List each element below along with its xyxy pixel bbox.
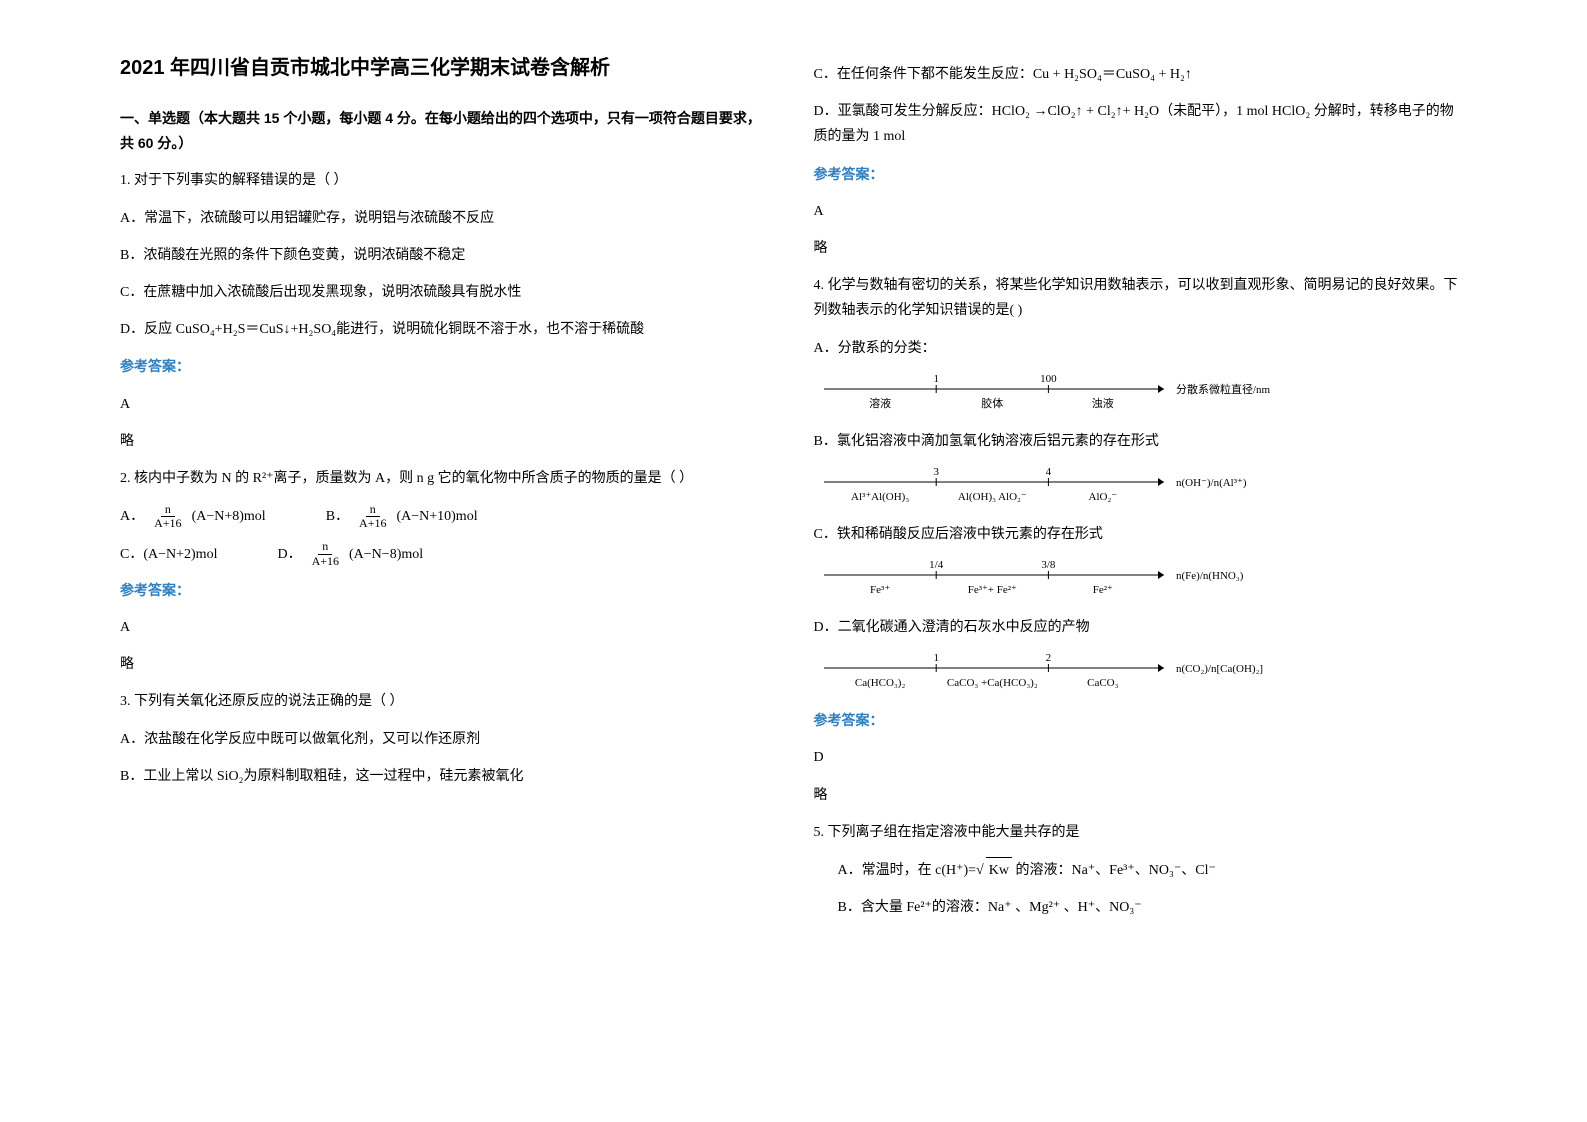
q1-stem: 1. 对于下列事实的解释错误的是（ ） bbox=[120, 168, 774, 193]
q2-answer: A bbox=[120, 615, 774, 640]
q1-optB: B．浓硝酸在光照的条件下颜色变黄，说明浓硝酸不稳定 bbox=[120, 243, 774, 268]
q1-optC: C．在蔗糖中加入浓硫酸后出现发黑现象，说明浓硫酸具有脱水性 bbox=[120, 280, 774, 305]
frac-num: n bbox=[161, 503, 175, 517]
q2-row2: C．(A−N+2)mol D． n A+16 (A−N−8)mol bbox=[120, 540, 774, 567]
q4-axisB: 3 4 Al³⁺Al(OH)₃ Al(OH)₃ AlO₂⁻ AlO₂⁻ n(OH⁻)/n(… bbox=[814, 466, 1334, 510]
q4-answer-label: 参考答案： bbox=[814, 708, 1468, 733]
q2-optB-tail: (A−N+10)mol bbox=[396, 504, 477, 529]
right-column: C．在任何条件下都不能发生反应：Cu + H₂SO₄＝CuSO₄ + H₂↑ D… bbox=[794, 50, 1488, 1072]
svg-text:4: 4 bbox=[1045, 466, 1051, 478]
svg-text:100: 100 bbox=[1040, 373, 1057, 385]
svg-text:CaCO₃ +Ca(HCO₃)₂: CaCO₃ +Ca(HCO₃)₂ bbox=[946, 677, 1037, 689]
q5-optA: A．常温时，在 c(H⁺)=√Kw 的溶液：Na⁺、Fe³⁺、NO₃⁻、Cl⁻ bbox=[814, 857, 1468, 883]
q5-optA-post: 的溶液：Na⁺、Fe³⁺、NO₃⁻、Cl⁻ bbox=[1012, 863, 1216, 878]
q4-axisD: 1 2 Ca(HCO₃)₂ CaCO₃ +Ca(HCO₃)₂ CaCO₃ n(CO₂)/n… bbox=[814, 652, 1334, 696]
q5-optA-pre: A．常温时，在 c(H⁺)= bbox=[838, 863, 977, 878]
q1-answer: A bbox=[120, 392, 774, 417]
svg-text:n(Fe)/n(HNO₃): n(Fe)/n(HNO₃) bbox=[1176, 570, 1244, 582]
svg-text:分散系微粒直径/nm: 分散系微粒直径/nm bbox=[1176, 382, 1271, 396]
q2-optA: A． n A+16 (A−N+8)mol bbox=[120, 503, 266, 530]
q2-optC: C．(A−N+2)mol bbox=[120, 542, 217, 567]
q2-optB-frac: n A+16 bbox=[355, 503, 390, 530]
svg-text:1/4: 1/4 bbox=[929, 559, 944, 571]
svg-text:Fe³⁺: Fe³⁺ bbox=[870, 584, 890, 596]
page-title: 2021 年四川省自贡市城北中学高三化学期末试卷含解析 bbox=[120, 50, 774, 86]
q1-answer-label: 参考答案： bbox=[120, 354, 774, 379]
q4-optB: B．氯化铝溶液中滴加氢氧化钠溶液后铝元素的存在形式 bbox=[814, 429, 1468, 454]
svg-text:3/8: 3/8 bbox=[1041, 559, 1056, 571]
q2-optA-prefix: A． bbox=[120, 504, 144, 529]
q2-explain: 略 bbox=[120, 652, 774, 677]
svg-text:Al³⁺Al(OH)₃: Al³⁺Al(OH)₃ bbox=[851, 491, 909, 503]
q4-optD: D．二氧化碳通入澄清的石灰水中反应的产物 bbox=[814, 615, 1468, 640]
q3-optA: A．浓盐酸在化学反应中既可以做氧化剂，又可以作还原剂 bbox=[120, 727, 774, 752]
frac-num: n bbox=[318, 540, 332, 554]
q5-optB: B．含大量 Fe²⁺的溶液：Na⁺ 、Mg²⁺ 、H⁺、NO₃⁻ bbox=[814, 895, 1468, 920]
q3-answer-label: 参考答案： bbox=[814, 162, 1468, 187]
q2-optD-prefix: D． bbox=[277, 542, 301, 567]
q3-optD: D．亚氯酸可发生分解反应：HClO₂ →ClO₂↑ + Cl₂↑+ H₂O（未配… bbox=[814, 99, 1468, 149]
q4-answer: D bbox=[814, 745, 1468, 770]
q2-answer-label: 参考答案： bbox=[120, 578, 774, 603]
svg-text:Fe²⁺: Fe²⁺ bbox=[1092, 584, 1112, 596]
q5-stem: 5. 下列离子组在指定溶液中能大量共存的是 bbox=[814, 820, 1468, 845]
q1-optD: D．反应 CuSO₄+H₂S＝CuS↓+H₂SO₄能进行，说明硫化铜既不溶于水，… bbox=[120, 317, 774, 342]
q2-optB: B． n A+16 (A−N+10)mol bbox=[326, 503, 478, 530]
svg-text:Ca(HCO₃)₂: Ca(HCO₃)₂ bbox=[854, 677, 905, 689]
svg-text:AlO₂⁻: AlO₂⁻ bbox=[1088, 491, 1117, 503]
q4-axisC: 1/4 3/8 Fe³⁺ Fe³⁺+ Fe²⁺ Fe²⁺ n(Fe)/n(HNO₃) bbox=[814, 559, 1334, 603]
frac-den: A+16 bbox=[355, 517, 390, 530]
svg-text:3: 3 bbox=[933, 466, 939, 478]
q2-optA-tail: (A−N+8)mol bbox=[192, 504, 266, 529]
q1-optA: A．常温下，浓硫酸可以用铝罐贮存，说明铝与浓硫酸不反应 bbox=[120, 206, 774, 231]
svg-text:CaCO₃: CaCO₃ bbox=[1087, 677, 1119, 689]
sqrt-sign: √ bbox=[976, 863, 984, 878]
svg-text:胶体: 胶体 bbox=[981, 396, 1003, 410]
q2-optA-frac: n A+16 bbox=[150, 503, 185, 530]
q4-explain: 略 bbox=[814, 783, 1468, 808]
svg-text:2: 2 bbox=[1045, 652, 1051, 664]
q2-row1: A． n A+16 (A−N+8)mol B． n A+16 (A−N+10)m… bbox=[120, 503, 774, 530]
q2-optD-tail: (A−N−8)mol bbox=[349, 542, 423, 567]
q3-optC: C．在任何条件下都不能发生反应：Cu + H₂SO₄＝CuSO₄ + H₂↑ bbox=[814, 62, 1468, 87]
q1-explain: 略 bbox=[120, 429, 774, 454]
svg-text:n(CO₂)/n[Ca(OH)₂]: n(CO₂)/n[Ca(OH)₂] bbox=[1176, 663, 1263, 675]
svg-text:溶液: 溶液 bbox=[869, 396, 891, 410]
q3-explain: 略 bbox=[814, 236, 1468, 261]
q2-optD: D． n A+16 (A−N−8)mol bbox=[277, 540, 423, 567]
svg-text:1: 1 bbox=[933, 652, 939, 664]
q2-optB-prefix: B． bbox=[326, 504, 349, 529]
frac-den: A+16 bbox=[308, 555, 343, 568]
svg-text:n(OH⁻)/n(Al³⁺): n(OH⁻)/n(Al³⁺) bbox=[1176, 477, 1247, 489]
q3-stem: 3. 下列有关氧化还原反应的说法正确的是（ ） bbox=[120, 689, 774, 714]
q4-optC: C．铁和稀硝酸反应后溶液中铁元素的存在形式 bbox=[814, 522, 1468, 547]
q4-stem: 4. 化学与数轴有密切的关系，将某些化学知识用数轴表示，可以收到直观形象、简明易… bbox=[814, 273, 1468, 323]
frac-num: n bbox=[366, 503, 380, 517]
section-heading: 一、单选题（本大题共 15 个小题，每小题 4 分。在每小题给出的四个选项中，只… bbox=[120, 106, 774, 156]
q3-answer: A bbox=[814, 199, 1468, 224]
q2-stem: 2. 核内中子数为 N 的 R²⁺离子，质量数为 A，则 n g 它的氧化物中所… bbox=[120, 466, 774, 491]
q4-axisA: 1 100 溶液 胶体 浊液 分散系微粒直径/nm bbox=[814, 373, 1334, 417]
svg-text:Al(OH)₃ AlO₂⁻: Al(OH)₃ AlO₂⁻ bbox=[957, 491, 1026, 503]
svg-text:浊液: 浊液 bbox=[1091, 396, 1113, 410]
left-column: 2021 年四川省自贡市城北中学高三化学期末试卷含解析 一、单选题（本大题共 1… bbox=[100, 50, 794, 1072]
q3-optB: B．工业上常以 SiO₂为原料制取粗硅，这一过程中，硅元素被氧化 bbox=[120, 764, 774, 789]
frac-den: A+16 bbox=[150, 517, 185, 530]
svg-text:1: 1 bbox=[933, 373, 939, 385]
svg-text:Fe³⁺+ Fe²⁺: Fe³⁺+ Fe²⁺ bbox=[967, 584, 1016, 596]
q5-optA-sqrt: Kw bbox=[986, 857, 1012, 883]
q4-optA: A．分散系的分类： bbox=[814, 336, 1468, 361]
q2-optD-frac: n A+16 bbox=[308, 540, 343, 567]
